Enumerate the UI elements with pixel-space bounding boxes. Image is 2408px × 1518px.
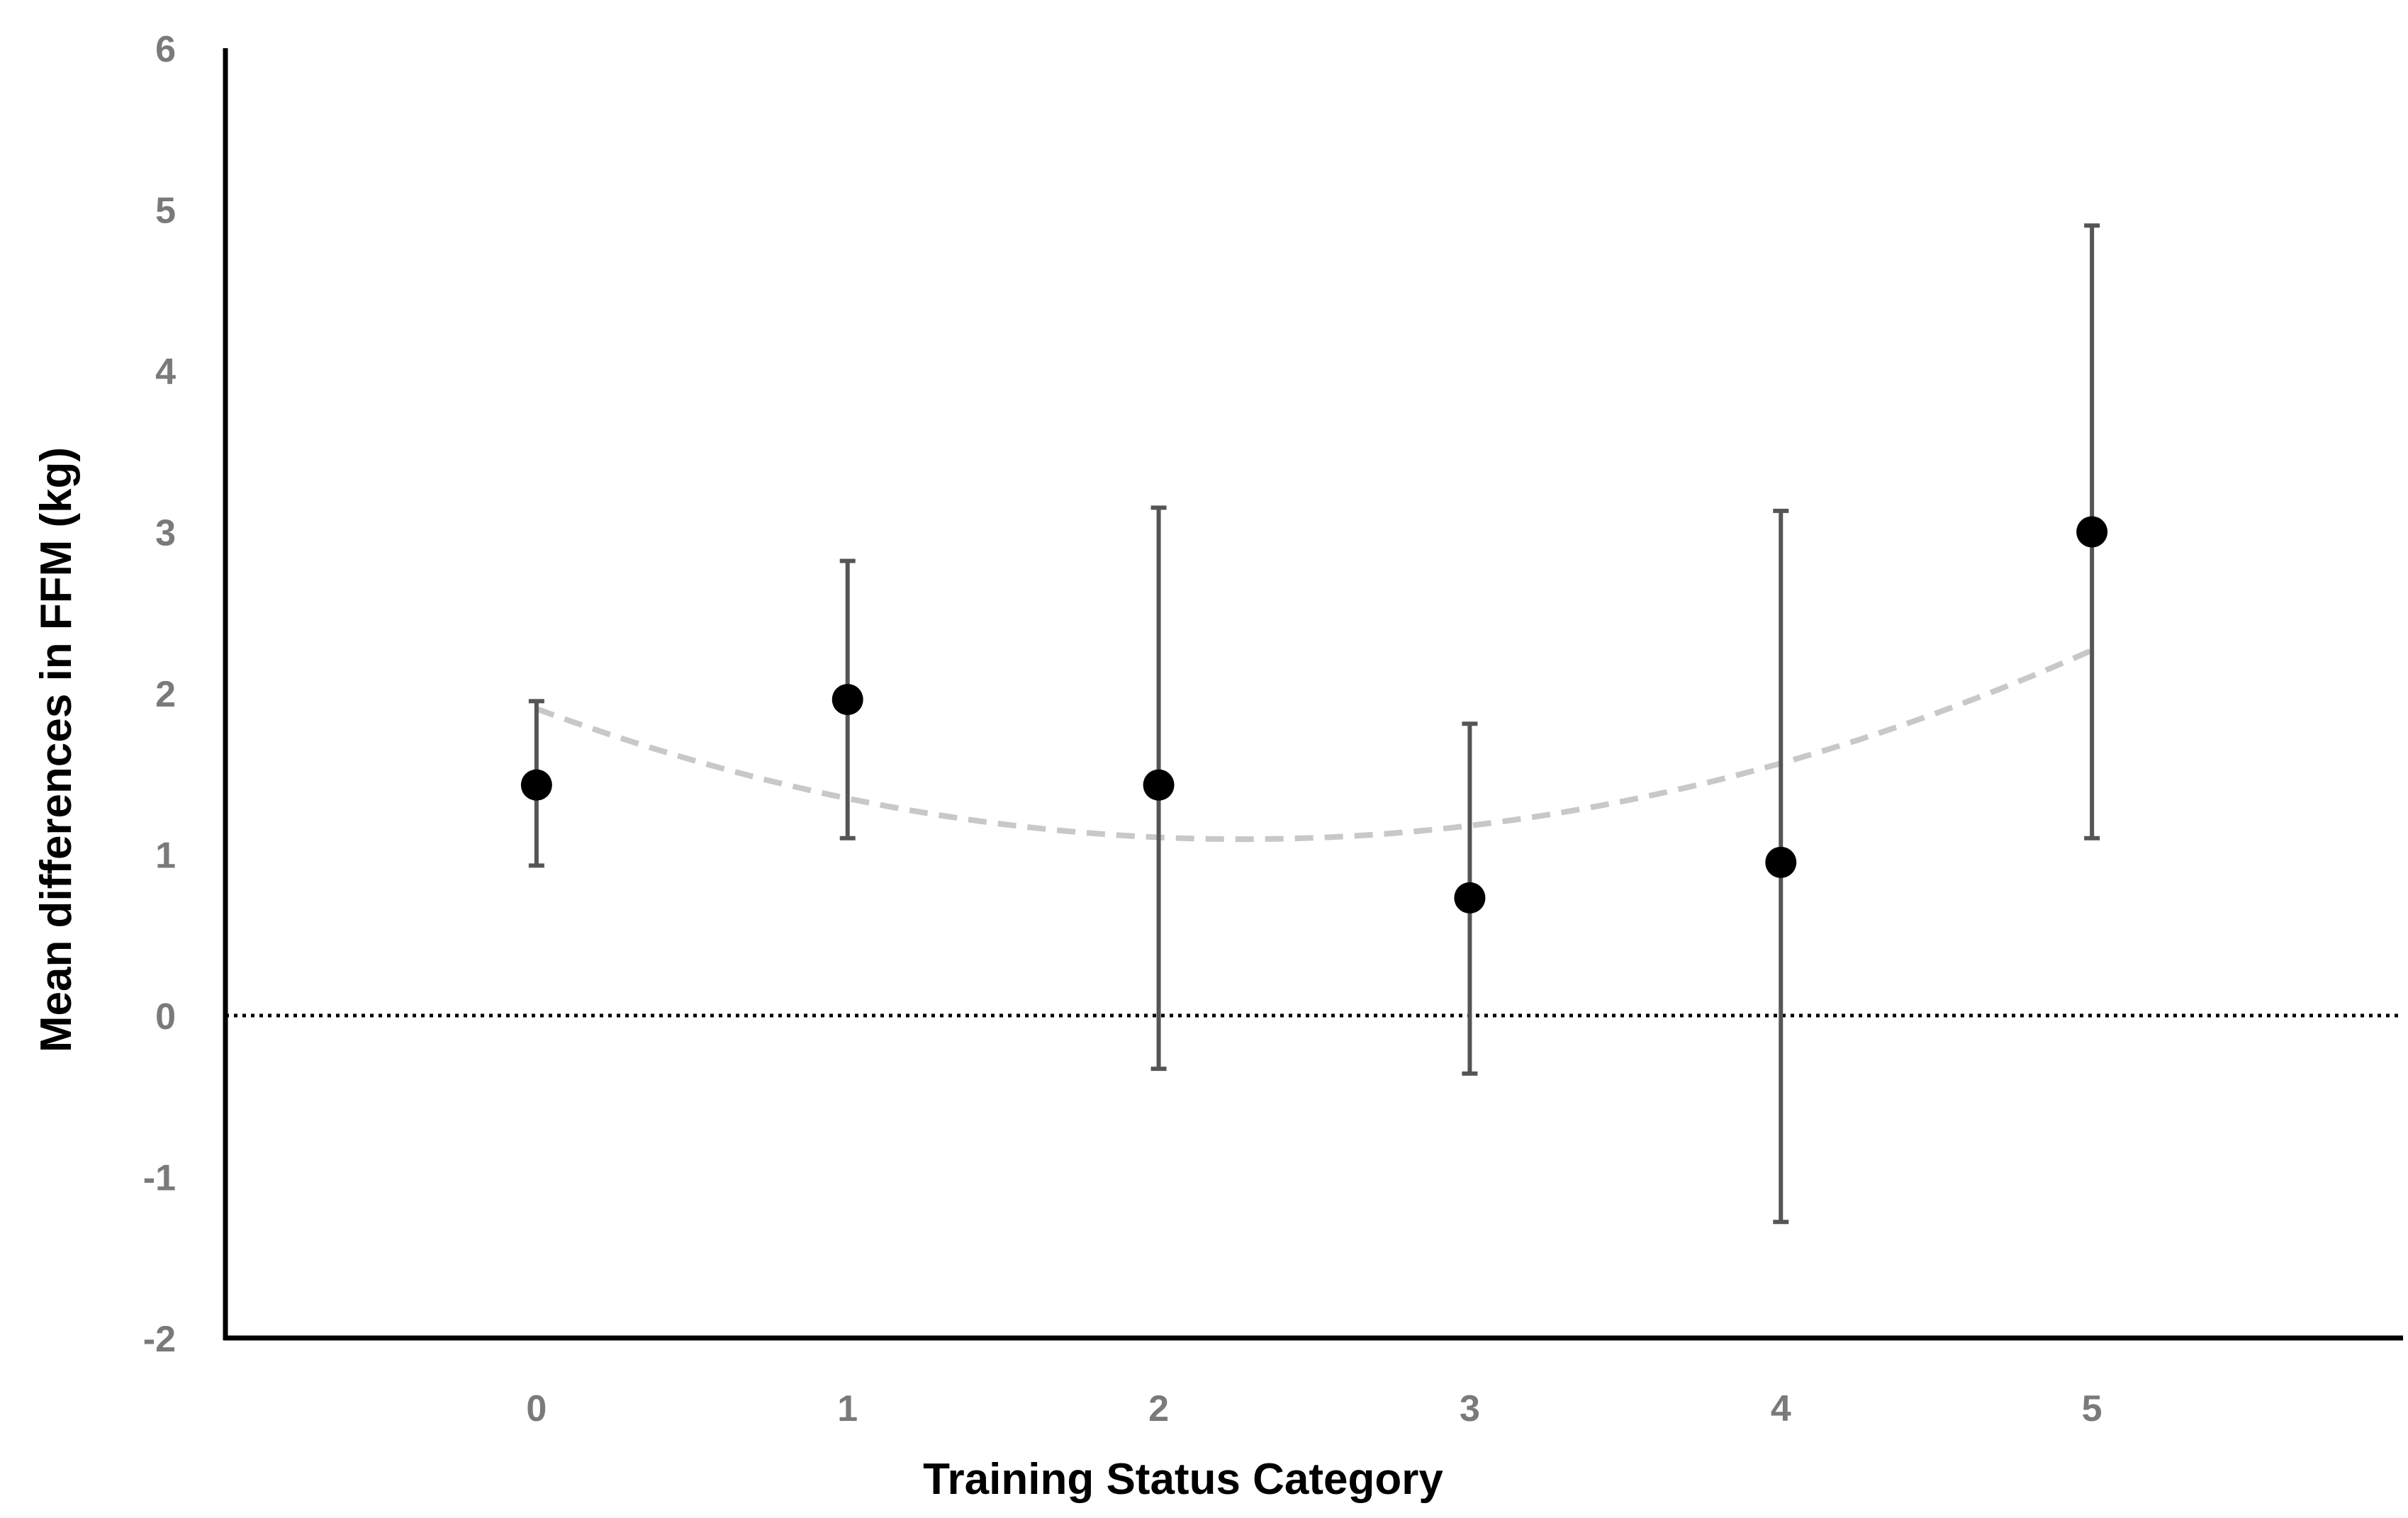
y-tick-label-1: -1 — [143, 1158, 176, 1199]
point-layer — [520, 516, 2108, 913]
data-point-1 — [831, 684, 863, 716]
data-point-5 — [2076, 516, 2108, 548]
y-tick-label-3: 1 — [155, 836, 176, 877]
y-tick-label-0: -2 — [143, 1319, 176, 1360]
axis-layer — [223, 48, 2403, 1341]
trend-layer — [535, 647, 2093, 843]
y-tick-label-7: 5 — [155, 191, 176, 232]
x-tick-label-1: 1 — [837, 1388, 858, 1429]
x-tick-label-4: 4 — [1771, 1388, 1791, 1429]
x-axis-title: Training Status Category — [923, 1455, 1443, 1504]
trendline — [535, 647, 2093, 843]
y-tick-label-4: 2 — [155, 674, 176, 715]
errorbar-layer — [528, 223, 2100, 1225]
x-tick-labels: 0 1 2 3 4 5 — [526, 1388, 2102, 1429]
data-point-0 — [520, 769, 552, 801]
data-point-2 — [1143, 769, 1175, 801]
y-tick-label-5: 3 — [155, 513, 176, 554]
x-tick-label-0: 0 — [526, 1388, 547, 1429]
data-point-4 — [1765, 846, 1797, 878]
x-tick-label-3: 3 — [1460, 1388, 1480, 1429]
y-tick-label-8: 6 — [155, 29, 176, 70]
y-tick-label-6: 4 — [155, 352, 176, 393]
y-tick-labels: -2 -1 0 1 2 3 4 5 6 — [143, 29, 176, 1360]
y-axis-title: Mean differences in FFM (kg) — [32, 447, 81, 1052]
y-tick-label-2: 0 — [155, 996, 176, 1038]
x-tick-label-5: 5 — [2082, 1388, 2102, 1429]
data-point-3 — [1454, 882, 1486, 913]
x-tick-label-2: 2 — [1148, 1388, 1169, 1429]
